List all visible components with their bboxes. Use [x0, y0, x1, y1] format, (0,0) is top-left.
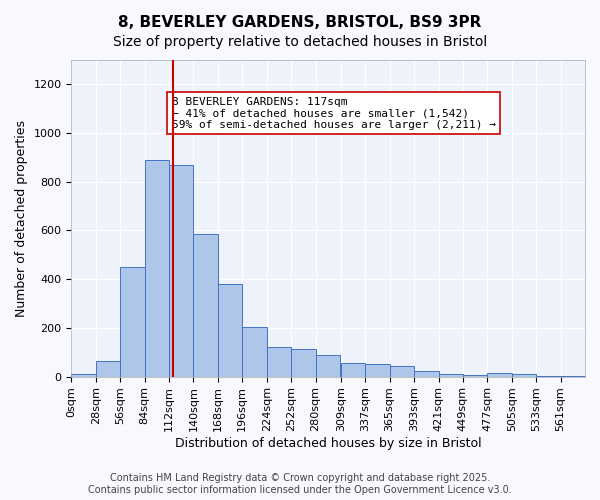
- Bar: [291, 348, 316, 376]
- Bar: [439, 374, 463, 376]
- Y-axis label: Number of detached properties: Number of detached properties: [15, 120, 28, 317]
- X-axis label: Distribution of detached houses by size in Bristol: Distribution of detached houses by size …: [175, 437, 482, 450]
- Text: 8 BEVERLEY GARDENS: 117sqm
← 41% of detached houses are smaller (1,542)
59% of s: 8 BEVERLEY GARDENS: 117sqm ← 41% of deta…: [172, 96, 496, 130]
- Bar: [218, 284, 242, 376]
- Bar: [512, 374, 536, 376]
- Text: Size of property relative to detached houses in Bristol: Size of property relative to detached ho…: [113, 35, 487, 49]
- Bar: [487, 373, 512, 376]
- Bar: [193, 234, 218, 376]
- Bar: [341, 363, 365, 376]
- Bar: [267, 348, 291, 376]
- Bar: [242, 326, 267, 376]
- Text: Contains HM Land Registry data © Crown copyright and database right 2025.
Contai: Contains HM Land Registry data © Crown c…: [88, 474, 512, 495]
- Bar: [145, 160, 169, 376]
- Bar: [120, 267, 145, 376]
- Bar: [71, 374, 96, 376]
- Bar: [389, 366, 414, 376]
- Bar: [96, 361, 120, 376]
- Text: 8, BEVERLEY GARDENS, BRISTOL, BS9 3PR: 8, BEVERLEY GARDENS, BRISTOL, BS9 3PR: [118, 15, 482, 30]
- Bar: [365, 364, 389, 376]
- Bar: [414, 370, 439, 376]
- Bar: [316, 354, 340, 376]
- Bar: [169, 164, 193, 376]
